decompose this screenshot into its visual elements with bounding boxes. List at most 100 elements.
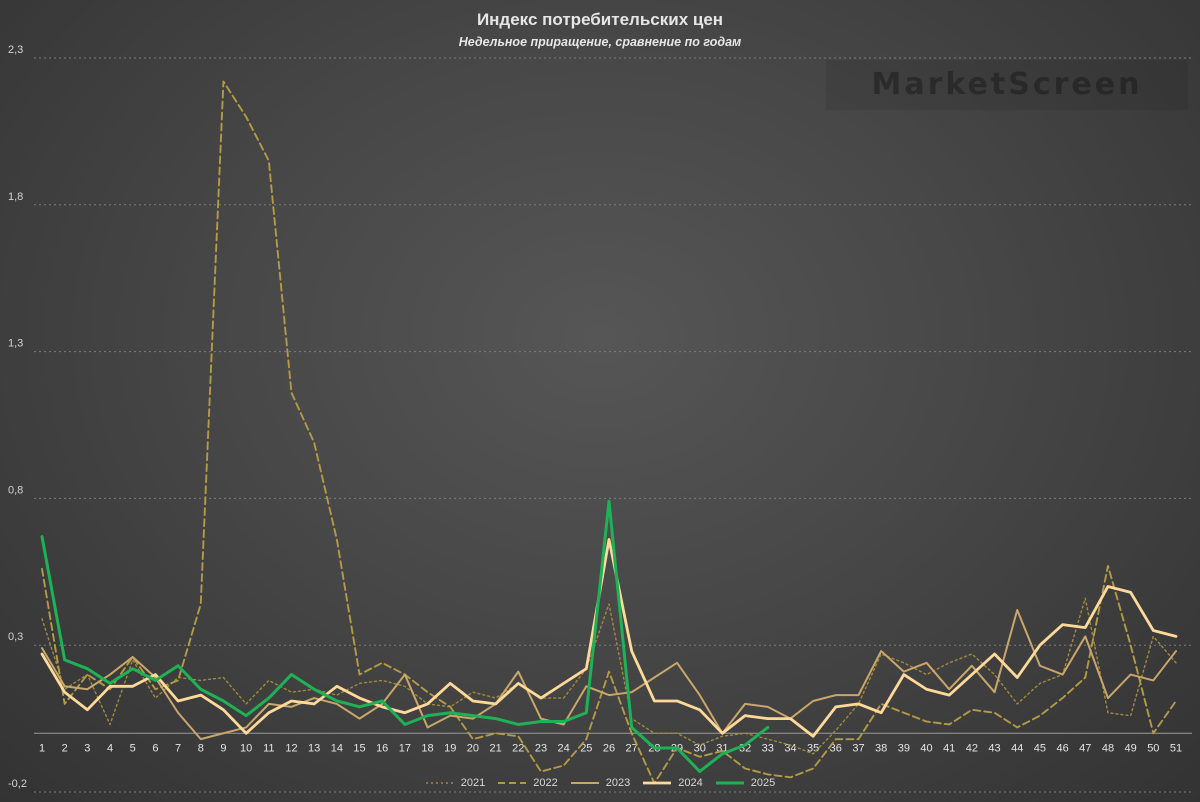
watermark-logo: MarketScreen xyxy=(826,60,1188,110)
x-tick-label: 21 xyxy=(489,742,501,754)
data-point-2023 xyxy=(540,717,543,720)
data-point-2025 xyxy=(676,747,679,750)
y-tick-label: 1,8 xyxy=(8,191,23,203)
chart-subtitle: Недельное приращение, сравнение по годам xyxy=(458,35,742,49)
data-point-2023 xyxy=(177,711,180,714)
data-point-2024 xyxy=(358,697,361,700)
data-point-2024 xyxy=(199,694,202,697)
series-line-2022 xyxy=(41,80,1177,785)
data-point-2021 xyxy=(199,679,202,682)
data-point-2022 xyxy=(834,738,837,741)
data-point-2021 xyxy=(1107,711,1110,714)
data-point-2021 xyxy=(744,732,747,735)
data-point-2023 xyxy=(403,673,406,676)
data-point-2024 xyxy=(472,700,475,703)
x-tick-label: 5 xyxy=(130,742,136,754)
data-point-2023 xyxy=(925,661,928,664)
data-point-2025 xyxy=(131,667,134,670)
data-point-2021 xyxy=(109,723,112,726)
data-point-2022 xyxy=(993,711,996,714)
data-point-2021 xyxy=(925,673,928,676)
data-point-2023 xyxy=(109,673,112,676)
x-tick-label: 9 xyxy=(220,742,226,754)
data-point-2021 xyxy=(653,732,656,735)
data-point-2025 xyxy=(494,717,497,720)
data-point-2025 xyxy=(608,500,611,503)
data-point-2024 xyxy=(290,700,293,703)
data-point-2024 xyxy=(789,717,792,720)
data-point-2022 xyxy=(245,115,248,118)
data-point-2024 xyxy=(177,700,180,703)
data-point-2024 xyxy=(1107,585,1110,588)
data-point-2023 xyxy=(86,688,89,691)
data-point-2025 xyxy=(177,664,180,667)
data-point-2022 xyxy=(63,703,66,706)
data-point-2021 xyxy=(472,691,475,694)
data-point-2022 xyxy=(517,735,520,738)
data-point-2022 xyxy=(290,391,293,394)
data-point-2024 xyxy=(585,667,588,670)
data-point-2024 xyxy=(1039,644,1042,647)
data-point-2022 xyxy=(335,538,338,541)
data-point-2025 xyxy=(41,535,44,538)
data-point-2021 xyxy=(358,682,361,685)
data-point-2022 xyxy=(1016,726,1019,729)
data-point-2025 xyxy=(109,682,112,685)
data-point-2024 xyxy=(267,711,270,714)
data-point-2021 xyxy=(335,694,338,697)
data-point-2024 xyxy=(86,708,89,711)
data-point-2023 xyxy=(812,700,815,703)
data-point-2021 xyxy=(267,679,270,682)
legend-item-2023: 2023 xyxy=(570,777,630,789)
data-point-2023 xyxy=(517,670,520,673)
data-point-2023 xyxy=(744,703,747,706)
data-point-2025 xyxy=(653,747,656,750)
data-point-2023 xyxy=(358,717,361,720)
x-tick-label: 46 xyxy=(1056,742,1068,754)
data-point-2022 xyxy=(426,691,429,694)
x-tick-label: 15 xyxy=(353,742,365,754)
data-point-2023 xyxy=(1152,679,1155,682)
data-point-2022 xyxy=(1039,714,1042,717)
x-tick-label: 6 xyxy=(152,742,158,754)
data-point-2024 xyxy=(1175,635,1178,638)
data-point-2022 xyxy=(585,738,588,741)
x-tick-label: 39 xyxy=(898,742,910,754)
data-point-2021 xyxy=(290,691,293,694)
data-point-2023 xyxy=(880,650,883,653)
data-point-2024 xyxy=(676,700,679,703)
data-point-2025 xyxy=(245,714,248,717)
data-point-2022 xyxy=(472,738,475,741)
data-point-2022 xyxy=(1061,697,1064,700)
x-tick-label: 42 xyxy=(966,742,978,754)
data-point-2022 xyxy=(902,711,905,714)
data-point-2025 xyxy=(630,726,633,729)
x-tick-label: 48 xyxy=(1102,742,1114,754)
data-point-2022 xyxy=(540,770,543,773)
data-point-2022 xyxy=(494,732,497,735)
legend-item-2022: 2022 xyxy=(497,777,558,789)
data-point-2024 xyxy=(154,673,157,676)
data-point-2022 xyxy=(562,764,565,767)
data-point-2021 xyxy=(494,697,497,700)
data-point-2022 xyxy=(925,720,928,723)
data-point-2021 xyxy=(676,732,679,735)
data-point-2024 xyxy=(494,703,497,706)
data-point-2025 xyxy=(222,700,225,703)
data-point-2023 xyxy=(766,705,769,708)
data-point-2025 xyxy=(63,658,66,661)
data-point-2024 xyxy=(721,732,724,735)
legend-label: 2023 xyxy=(605,777,631,789)
x-tick-label: 36 xyxy=(830,742,842,754)
legend-swatch-2025 xyxy=(715,781,744,785)
data-point-2025 xyxy=(199,688,202,691)
data-point-2024 xyxy=(630,650,633,653)
data-point-2023 xyxy=(698,694,701,697)
series-line-2023 xyxy=(41,608,1177,741)
data-point-2024 xyxy=(608,538,611,541)
data-point-2023 xyxy=(267,703,270,706)
series-line-2025 xyxy=(40,499,770,773)
data-point-2024 xyxy=(1084,626,1087,629)
data-point-2021 xyxy=(381,679,384,682)
data-point-2021 xyxy=(1016,703,1019,706)
